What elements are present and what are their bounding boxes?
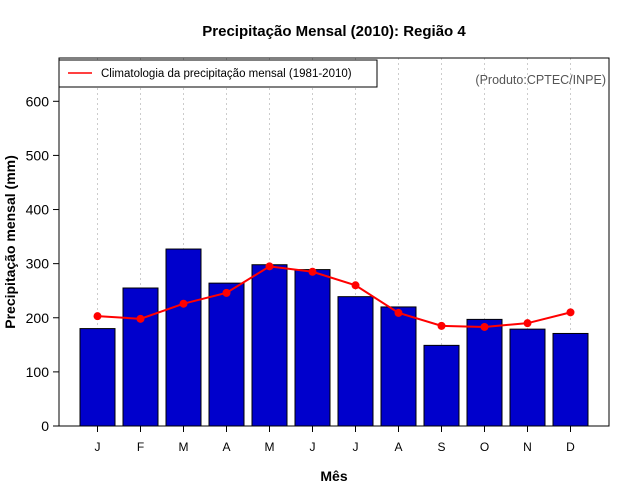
- bar-6: [337, 296, 374, 427]
- bar-1: [122, 287, 159, 427]
- climatology-point-9: [480, 322, 489, 331]
- climatology-series: [93, 262, 575, 331]
- bar-series: [79, 248, 589, 427]
- y-tick-label: 300: [26, 256, 50, 272]
- climatology-point-3: [222, 288, 231, 297]
- climatology-point-5: [308, 267, 317, 276]
- bar-3: [208, 282, 245, 427]
- bar-5: [294, 269, 331, 427]
- legend: Climatologia da precipitação mensal (198…: [58, 59, 378, 88]
- y-tick-label: 600: [26, 93, 50, 109]
- bar-7: [380, 306, 417, 427]
- y-tick-label: 0: [41, 418, 49, 434]
- x-tick-label: A: [394, 440, 402, 454]
- legend-box: [58, 59, 378, 88]
- climatology-point-0: [93, 312, 102, 321]
- y-axis-title: Precipitação mensal (mm): [2, 155, 18, 329]
- climatology-point-10: [523, 319, 532, 328]
- climatology-point-4: [265, 262, 274, 271]
- climatology-line: [97, 265, 571, 328]
- source-credit: (Produto:CPTEC/INPE): [475, 73, 606, 87]
- climatology-point-7: [394, 308, 403, 317]
- x-tick-label: A: [222, 440, 230, 454]
- x-tick-label: O: [480, 440, 489, 454]
- y-tick-label: 500: [26, 147, 50, 163]
- bar-8: [423, 344, 460, 427]
- legend-label: Climatologia da precipitação mensal (198…: [101, 68, 352, 80]
- bar-0: [79, 328, 116, 427]
- chart-title: Precipitação Mensal (2010): Região 4: [202, 23, 466, 40]
- x-tick-label: S: [437, 440, 445, 454]
- bar-4: [251, 264, 288, 427]
- bar-11: [552, 332, 589, 427]
- y-tick-label: 200: [26, 310, 50, 326]
- x-tick-label: J: [95, 440, 101, 454]
- bar-10: [509, 328, 546, 427]
- climatology-point-11: [566, 308, 575, 317]
- y-tick-label: 100: [26, 364, 50, 380]
- climatology-point-8: [437, 321, 446, 330]
- x-tick-label: J: [310, 440, 316, 454]
- climatology-point-6: [351, 281, 360, 290]
- x-tick-label: D: [566, 440, 575, 454]
- bar-9: [466, 318, 503, 427]
- x-tick-label: M: [179, 440, 189, 454]
- climatology-point-1: [136, 314, 145, 323]
- x-tick-label: M: [265, 440, 275, 454]
- y-tick-label: 400: [26, 202, 50, 218]
- x-axis-title: Mês: [320, 468, 347, 484]
- y-axis: 0 100 200 300 400 500 600: [26, 93, 59, 434]
- climatology-point-2: [179, 299, 188, 308]
- x-tick-label: J: [353, 440, 359, 454]
- x-tick-label: F: [137, 440, 144, 454]
- plot-frame: [58, 57, 610, 427]
- bar-2: [165, 248, 202, 427]
- x-tick-label: N: [523, 440, 532, 454]
